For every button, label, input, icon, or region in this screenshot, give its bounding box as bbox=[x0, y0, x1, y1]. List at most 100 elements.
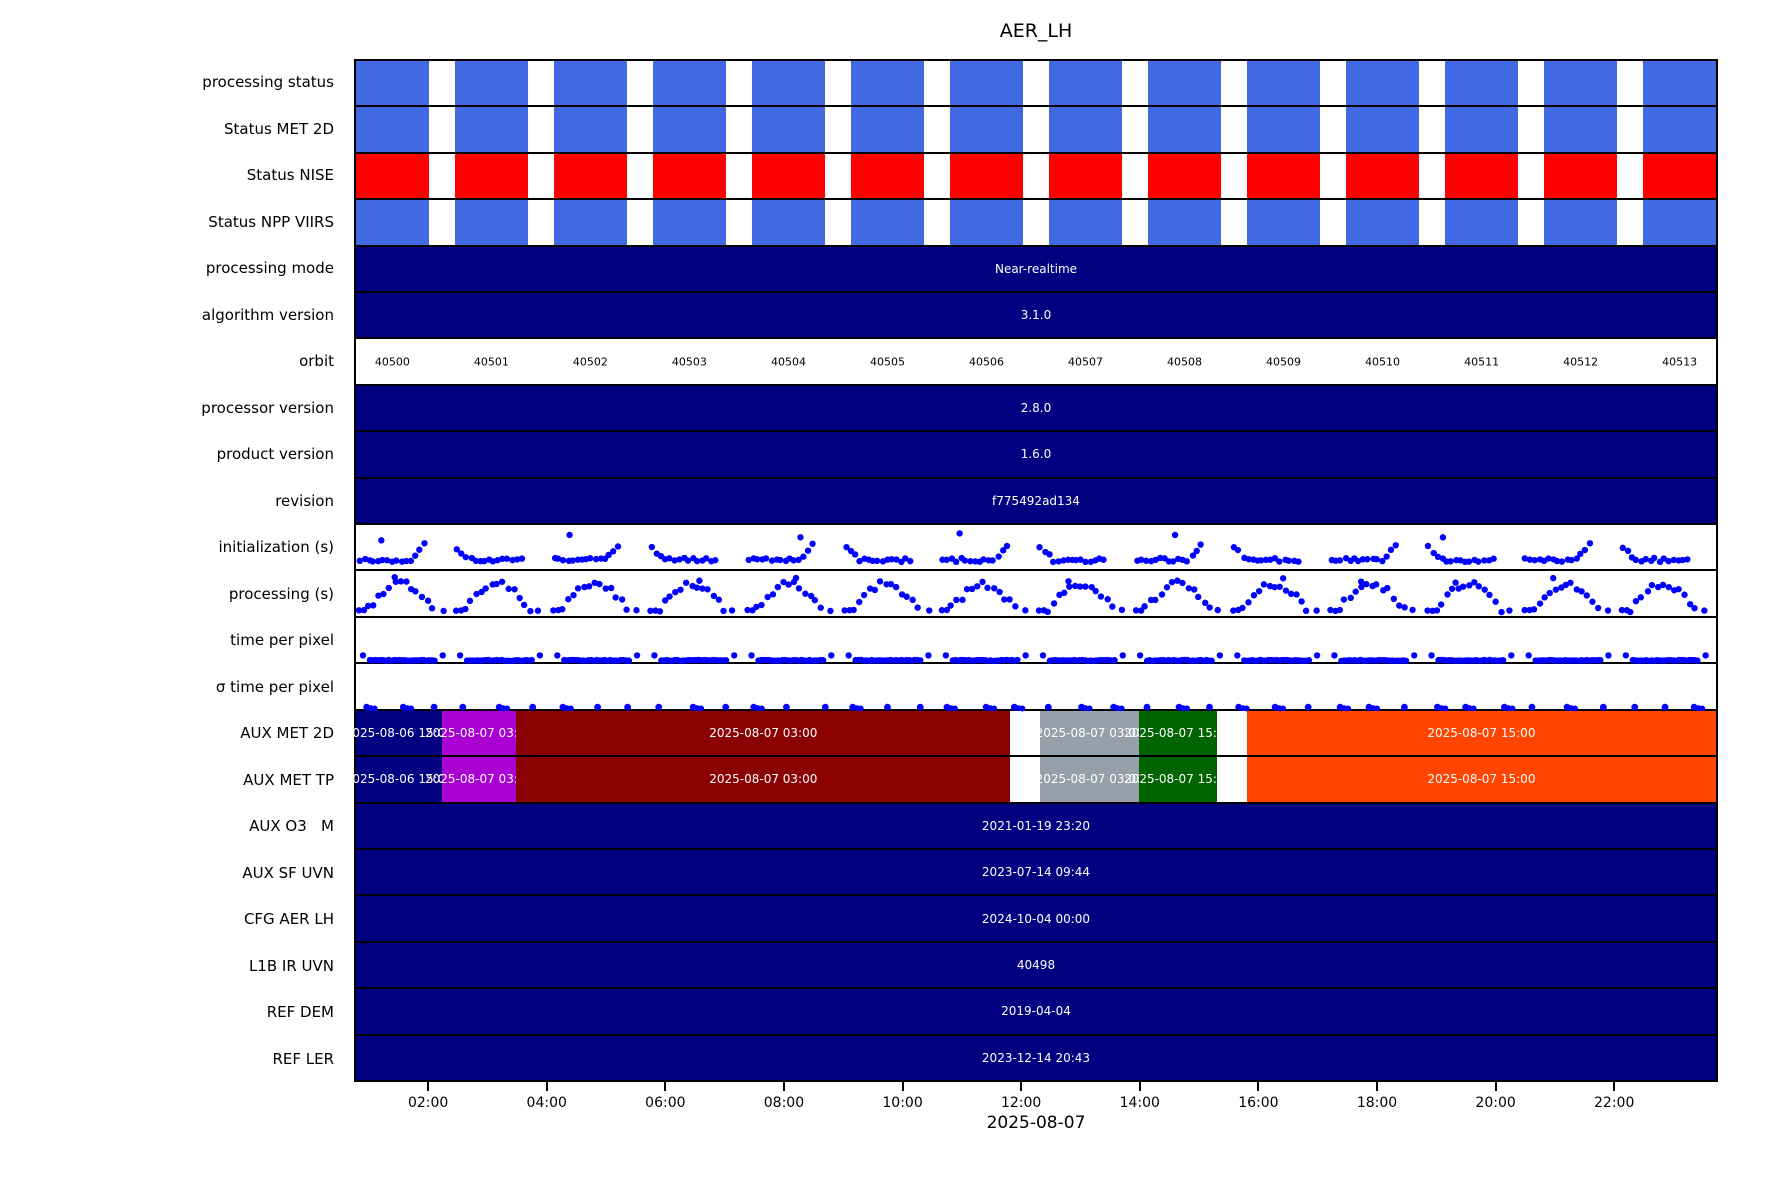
row-label-cell: Status MET 2D bbox=[0, 106, 344, 153]
chart-row bbox=[356, 153, 1716, 201]
chart-row: 2025-08-06 15:00 2025-08-07 03:00 2025-08-… bbox=[345, 710, 1716, 758]
segment-label: 2025-08-07 03:00 bbox=[1035, 725, 1144, 740]
value-bar: Near-realtime bbox=[356, 246, 1716, 292]
bar-value: f775492ad134 bbox=[992, 493, 1080, 508]
value-bar: 2023-12-14 20:43 bbox=[356, 1035, 1716, 1080]
row-label-cell: REF DEM bbox=[0, 989, 344, 1036]
status-block bbox=[1247, 107, 1320, 152]
x-tick-label: 14:00 bbox=[1119, 1095, 1160, 1111]
scatter-points bbox=[356, 530, 1691, 566]
status-block bbox=[653, 153, 726, 199]
row-label-cell: time per pixel bbox=[0, 617, 344, 664]
orbit-number: 40509 bbox=[1266, 355, 1302, 369]
status-block bbox=[1643, 61, 1716, 106]
value-bar: 2023-07-14 09:44 bbox=[356, 849, 1716, 895]
orbit-number: 40500 bbox=[374, 355, 410, 369]
aux-segment: 2025-08-07 03:00 bbox=[516, 710, 1011, 756]
x-tick-label: 06:00 bbox=[645, 1095, 686, 1111]
orbit-number: 40503 bbox=[671, 355, 707, 369]
status-block bbox=[752, 153, 825, 199]
status-block bbox=[554, 61, 627, 106]
aux-segment: 2025-08-07 03:00 bbox=[516, 757, 1011, 802]
chart-row: 2025-08-06 15:00 2025-08-07 03:00 2025-08-… bbox=[345, 757, 1716, 804]
row-label: AUX SF UVN bbox=[242, 863, 334, 882]
chart-row: 40500 40501 40502 40503 40504 40505 40506 40507… bbox=[356, 339, 1716, 386]
orbit-number: 40508 bbox=[1167, 355, 1203, 369]
row-label: σ time per pixel bbox=[215, 677, 334, 696]
status-block bbox=[851, 107, 924, 152]
status-block bbox=[455, 153, 528, 199]
status-block bbox=[752, 107, 825, 152]
scatter-points bbox=[359, 652, 1709, 664]
x-tick bbox=[1376, 1082, 1378, 1091]
row-label-cell: revision bbox=[0, 478, 344, 525]
status-block bbox=[1049, 107, 1122, 152]
x-axis-date: 2025-08-07 bbox=[986, 1113, 1086, 1133]
row-label-cell: AUX O3 M bbox=[0, 803, 344, 850]
row-label-cell: L1B IR UVN bbox=[0, 943, 344, 990]
chart-row: Near-realtime bbox=[356, 246, 1716, 294]
aux-segment: 2025-08-07 03:00 bbox=[1036, 710, 1144, 756]
status-block bbox=[1544, 153, 1617, 199]
status-block bbox=[1148, 200, 1221, 245]
aux-segment: 2025-08-07 03:00 bbox=[425, 757, 533, 802]
orbit-number: 40505 bbox=[869, 355, 905, 369]
value-bar: 3.1.0 bbox=[356, 293, 1716, 338]
orbit-number: 40502 bbox=[572, 355, 608, 369]
chart-row: f775492ad134 bbox=[356, 478, 1716, 526]
chart-row: 2021-01-19 23:20 bbox=[356, 803, 1716, 850]
row-label-cell: processing mode bbox=[0, 245, 344, 292]
aux-segment: 2025-08-07 15:00 bbox=[1246, 757, 1716, 802]
chart-row bbox=[356, 61, 1716, 108]
x-tick bbox=[664, 1082, 667, 1091]
row-label-cell: σ time per pixel bbox=[0, 664, 344, 711]
status-block bbox=[455, 200, 528, 245]
row-label: REF DEM bbox=[266, 1003, 334, 1022]
status-block bbox=[455, 107, 528, 152]
row-label: revision bbox=[275, 491, 334, 510]
x-tick bbox=[1257, 1082, 1260, 1091]
bar-value: 1.6.0 bbox=[1020, 447, 1052, 462]
row-label: initialization (s) bbox=[218, 538, 334, 557]
x-tick bbox=[1613, 1082, 1616, 1091]
segment-label: 2025-08-07 15:00 bbox=[1427, 772, 1536, 787]
status-block bbox=[1643, 200, 1716, 245]
aux-segment: 2025-08-06 15:00 bbox=[345, 710, 453, 756]
x-tick bbox=[427, 1082, 430, 1091]
row-label: processing mode bbox=[205, 259, 334, 278]
status-block bbox=[1247, 200, 1320, 245]
chart-row bbox=[356, 200, 1716, 247]
bar-value: 2.8.0 bbox=[1020, 401, 1052, 416]
status-block bbox=[950, 153, 1023, 199]
status-block bbox=[554, 200, 627, 245]
value-bar: 2019-04-04 bbox=[356, 989, 1716, 1034]
chart-row: 2023-07-14 09:44 bbox=[356, 849, 1716, 897]
orbit-number: 40507 bbox=[1068, 355, 1103, 369]
status-block bbox=[356, 107, 429, 152]
row-label-cell: AUX SF UVN bbox=[0, 850, 344, 897]
row-label-cell: AUX MET TP bbox=[0, 757, 344, 804]
status-block bbox=[1346, 153, 1419, 199]
status-block bbox=[1049, 200, 1122, 245]
row-label: Status MET 2D bbox=[223, 119, 334, 138]
chart-row bbox=[356, 525, 1716, 572]
segment-label: 2025-08-07 03:00 bbox=[709, 772, 818, 787]
status-block bbox=[554, 153, 627, 199]
bar-value: 2023-12-14 20:43 bbox=[981, 1050, 1091, 1065]
row-label-cell: orbit bbox=[0, 338, 344, 385]
row-label: processing (s) bbox=[228, 584, 334, 603]
status-block bbox=[1445, 61, 1518, 106]
segment-label: 2025-08-07 03:00 bbox=[425, 725, 534, 740]
orbit-number: 40504 bbox=[770, 355, 806, 369]
row-label: processor version bbox=[201, 398, 334, 417]
status-block bbox=[356, 61, 429, 106]
segment-label: 2025-08-06 15:00 bbox=[344, 772, 453, 787]
status-block bbox=[1445, 200, 1518, 245]
bar-value: 2024-10-04 00:00 bbox=[981, 911, 1091, 926]
row-label: AUX O3 M bbox=[249, 817, 334, 836]
scatter-points bbox=[363, 703, 1706, 712]
plot-area: Near-realtime 3.1.0 40500 40501 40502 40503 40… bbox=[345, 59, 1718, 1082]
status-block bbox=[752, 61, 825, 106]
x-tick-label: 12:00 bbox=[1000, 1095, 1042, 1111]
status-block bbox=[752, 200, 825, 245]
